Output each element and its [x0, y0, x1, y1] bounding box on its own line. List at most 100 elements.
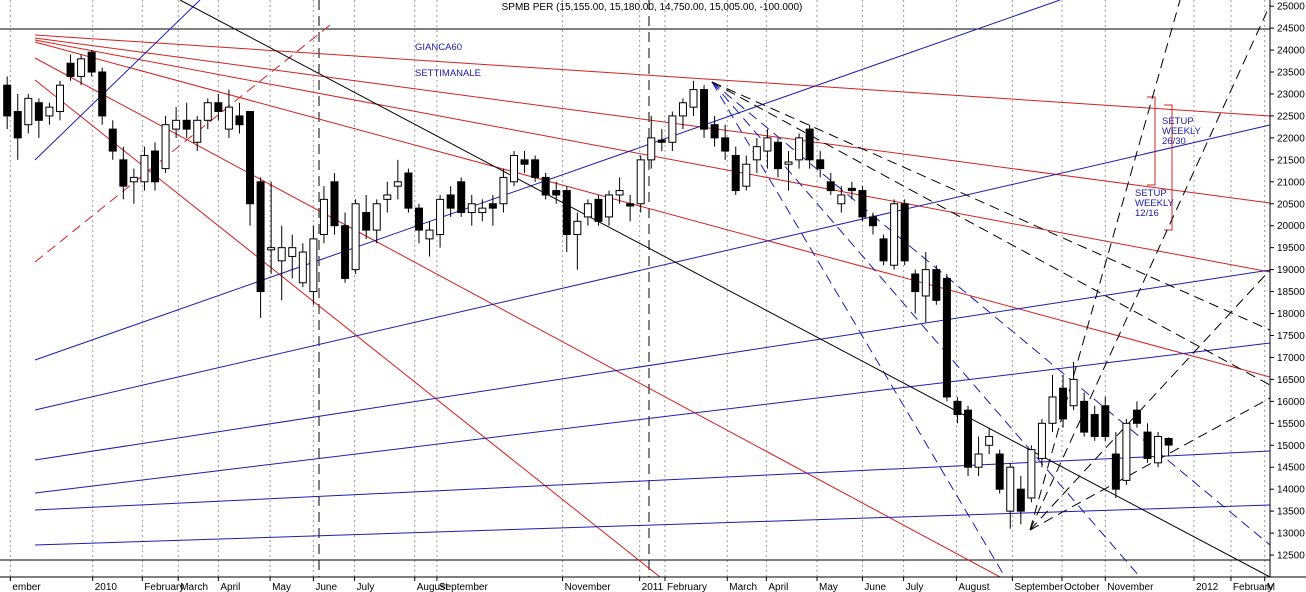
- y-tick-label: 15000: [1277, 441, 1305, 452]
- trendline: [34, 504, 1270, 546]
- candle-body: [372, 203, 381, 231]
- y-tick-label: 17500: [1277, 331, 1305, 342]
- candle-body: [573, 220, 582, 235]
- y-tick-label: 18000: [1277, 309, 1305, 320]
- candle-body: [795, 137, 804, 161]
- x-tick-label: March: [180, 582, 208, 592]
- x-tick-label: 2011: [642, 582, 664, 592]
- candle-body: [626, 203, 635, 207]
- candle-body: [330, 181, 339, 227]
- candle-body: [1111, 453, 1120, 490]
- trendline: [34, 57, 1001, 577]
- x-tick-label: April: [768, 582, 788, 592]
- candle-body: [805, 128, 814, 161]
- trendline: [34, 450, 1270, 511]
- candle-body: [1080, 400, 1089, 433]
- y-tick-label: 23500: [1277, 68, 1305, 79]
- y-tick-label: 20500: [1277, 199, 1305, 210]
- candle-body: [868, 216, 877, 227]
- candle-body: [77, 58, 86, 77]
- candle-body: [668, 115, 677, 143]
- y-tick-label: 25000: [1277, 2, 1305, 13]
- candle-body: [700, 89, 709, 130]
- y-tick-label: 21500: [1277, 155, 1305, 166]
- y-tick-label: 24000: [1277, 46, 1305, 57]
- x-tick-label: October: [1064, 582, 1100, 592]
- candle-body: [182, 119, 191, 130]
- x-tick-label: September: [439, 582, 489, 592]
- candle-body: [87, 51, 96, 73]
- candle-body: [900, 203, 909, 262]
- candle-body: [953, 400, 962, 416]
- candle-body: [362, 212, 371, 231]
- candle-body: [1101, 405, 1110, 437]
- y-tick-label: 21000: [1277, 177, 1305, 188]
- candle-body: [55, 84, 64, 113]
- x-tick-label: 2010: [95, 582, 118, 592]
- trendline: [34, 37, 1270, 204]
- candle-body: [773, 141, 782, 170]
- fan-line: [711, 81, 1270, 386]
- y-tick-label: 12500: [1277, 551, 1305, 562]
- candle-body: [1090, 414, 1099, 437]
- x-tick-label: 2012: [1196, 582, 1219, 592]
- x-tick-label: June: [315, 582, 337, 592]
- candle-body: [267, 247, 276, 251]
- x-tick-label: February: [667, 582, 707, 592]
- candle-body: [858, 190, 867, 218]
- candle-body: [594, 198, 603, 222]
- x-tick-label: February: [1233, 582, 1273, 592]
- candle-body: [731, 154, 740, 192]
- candle-body: [98, 71, 107, 117]
- blue-lines: [34, 0, 1270, 577]
- annotation: SETUP: [1162, 116, 1194, 127]
- annotation: WEEKLY: [1162, 126, 1202, 137]
- candle-body: [552, 190, 561, 196]
- y-tick-label: 20000: [1277, 221, 1305, 232]
- x-tick-label: ember: [12, 582, 41, 592]
- annotation: 12/16: [1135, 208, 1159, 219]
- x-tick-label: November: [1107, 582, 1154, 592]
- chart-title: SPMB PER (15,155.00, 15,180.00, 14,750.0…: [502, 2, 803, 13]
- candle-body: [647, 137, 656, 161]
- annotation: WEEKLY: [1135, 198, 1175, 209]
- candle-body: [520, 159, 529, 165]
- candle-body: [319, 198, 328, 235]
- annotation: GIANCA60: [415, 42, 462, 53]
- candle-body: [509, 154, 518, 183]
- candle-body: [393, 181, 402, 187]
- candle-body: [678, 102, 687, 117]
- x-tick-label: September: [1014, 582, 1064, 592]
- candle-body: [826, 181, 835, 192]
- candle-body: [457, 181, 466, 214]
- candle-body: [1048, 396, 1057, 424]
- bracket: [1164, 104, 1173, 231]
- candle-body: [34, 102, 43, 121]
- x-tick-label: M: [1267, 582, 1275, 592]
- x-tick-label: August: [417, 582, 448, 592]
- y-tick-label: 19000: [1277, 265, 1305, 276]
- candle-body: [752, 146, 761, 161]
- candle-body: [1069, 378, 1078, 407]
- candle-body: [541, 176, 550, 196]
- candle-body: [446, 194, 455, 209]
- candle-body: [1164, 437, 1173, 446]
- candle-body: [816, 159, 825, 170]
- y-tick-label: 13000: [1277, 529, 1305, 540]
- candle-body: [13, 111, 22, 139]
- x-tick-label: April: [220, 582, 240, 592]
- candle-body: [214, 102, 223, 113]
- candle-body: [784, 161, 793, 165]
- fan-line: [711, 81, 1270, 331]
- x-tick-label: March: [729, 582, 757, 592]
- candle-body: [763, 137, 772, 152]
- x-tick-label: May: [819, 582, 838, 592]
- candle-body: [161, 124, 170, 170]
- y-tick-label: 24500: [1277, 24, 1305, 35]
- trendline: [34, 79, 661, 577]
- candle-body: [837, 194, 846, 205]
- candle-body: [467, 203, 476, 214]
- candle-body: [151, 150, 160, 183]
- candle-body: [932, 269, 941, 301]
- x-tick-label: February: [144, 582, 184, 592]
